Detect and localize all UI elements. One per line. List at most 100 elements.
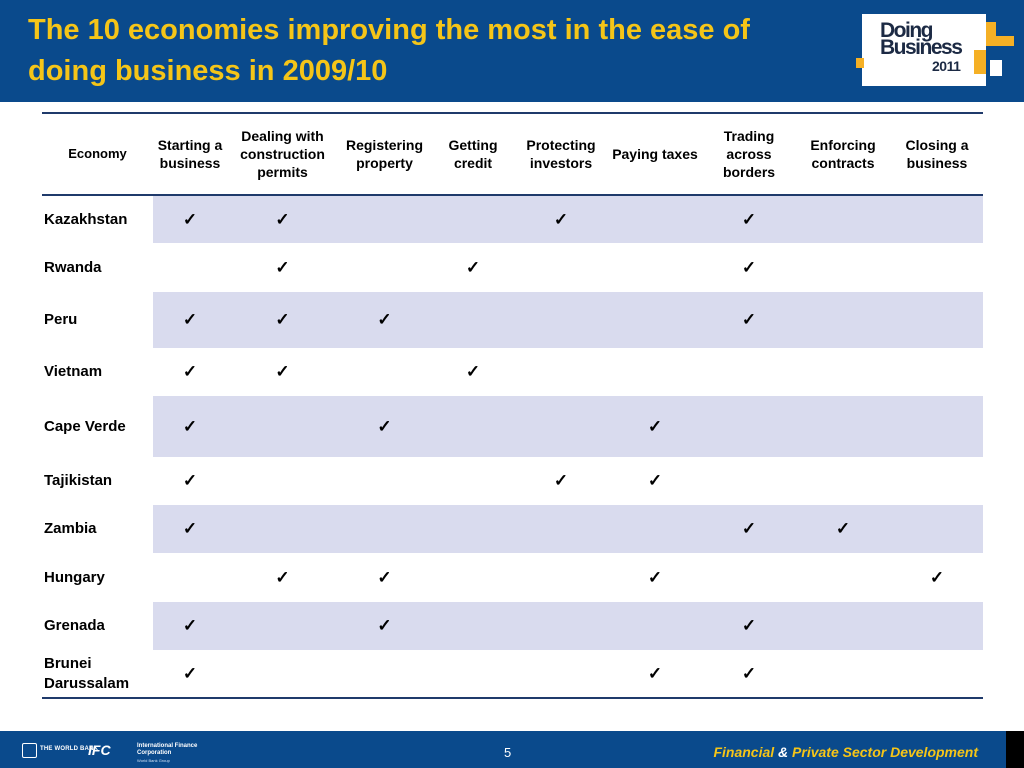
reform-cell <box>338 348 431 396</box>
checkmark-icon: ✓ <box>741 257 757 277</box>
reform-cell: ✓ <box>515 195 607 243</box>
checkmark-icon: ✓ <box>275 362 290 381</box>
column-header: Getting credit <box>431 113 515 196</box>
reform-cell <box>515 505 607 553</box>
logo-accent-bar <box>986 36 1014 46</box>
reform-cell <box>891 348 983 396</box>
checkmark-icon: ✓ <box>182 310 198 329</box>
economy-name: Kazakhstan <box>44 210 128 228</box>
reforms-table: Economy Starting a business Dealing with c… <box>42 112 983 699</box>
table-header-row: Economy Starting a business Dealing with c… <box>42 113 983 196</box>
reform-cell: ✓ <box>338 396 431 457</box>
logo-year: 2011 <box>932 58 961 74</box>
reform-cell <box>431 553 515 602</box>
reform-cell <box>227 396 338 457</box>
checkmark-icon: ✓ <box>465 362 481 381</box>
reform-cell: ✓ <box>891 553 983 602</box>
reform-cell <box>338 650 431 699</box>
economy-name: Tajikistan <box>44 472 113 489</box>
reform-cell: ✓ <box>607 650 703 699</box>
column-header: Trading across borders <box>703 113 795 196</box>
logo-accent-bar <box>856 58 864 68</box>
slide-title: The 10 economies improving the most in t… <box>28 14 750 87</box>
reform-cell <box>795 396 891 457</box>
column-header: Enforcing contracts <box>795 113 891 196</box>
ifc-name: International Finance Corporation <box>137 743 198 756</box>
economy-name: Vietnam <box>44 363 103 380</box>
reform-cell: ✓ <box>703 292 795 348</box>
checkmark-icon: ✓ <box>182 616 198 635</box>
reform-cell <box>515 396 607 457</box>
checkmark-icon: ✓ <box>647 663 663 683</box>
reform-cell: ✓ <box>227 292 338 348</box>
reform-cell <box>795 602 891 650</box>
checkmark-icon: ✓ <box>741 209 757 229</box>
checkmark-icon: ✓ <box>275 257 290 277</box>
checkmark-icon: ✓ <box>182 416 198 436</box>
reform-cell: ✓ <box>431 243 515 292</box>
checkmark-icon: ✓ <box>553 209 569 229</box>
reform-cell: ✓ <box>153 348 227 396</box>
reform-cell: ✓ <box>703 505 795 553</box>
reform-cell: ✓ <box>338 553 431 602</box>
table-row: Cape Verde ✓ ✓ ✓ <box>42 396 983 457</box>
ifc-logo: IFC <box>88 742 111 758</box>
reform-cell <box>431 457 515 505</box>
reform-cell <box>515 602 607 650</box>
reform-cell: ✓ <box>795 505 891 553</box>
reform-cell <box>338 457 431 505</box>
reform-cell <box>227 602 338 650</box>
reform-cell: ✓ <box>153 602 227 650</box>
logo-white-block <box>990 60 1002 76</box>
economy-name: Cape Verde <box>44 417 126 435</box>
checkmark-icon: ✓ <box>741 663 757 683</box>
column-header: Closing a business <box>891 113 983 196</box>
reform-cell: ✓ <box>227 195 338 243</box>
checkmark-icon: ✓ <box>182 519 198 538</box>
reform-cell <box>338 505 431 553</box>
reform-cell <box>891 650 983 699</box>
reform-cell <box>431 602 515 650</box>
reform-cell <box>153 243 227 292</box>
reform-cell <box>795 457 891 505</box>
reform-cell: ✓ <box>153 650 227 699</box>
reform-cell <box>227 457 338 505</box>
page-number: 5 <box>504 745 512 760</box>
checkmark-icon: ✓ <box>377 310 392 329</box>
reform-cell <box>227 650 338 699</box>
footer-edge-strip <box>1006 731 1024 768</box>
logo-background <box>862 14 986 86</box>
logo-accent-bar <box>986 22 996 44</box>
table-row: Grenada ✓ ✓ ✓ <box>42 602 983 650</box>
checkmark-icon: ✓ <box>741 519 757 538</box>
checkmark-icon: ✓ <box>553 471 569 490</box>
reform-cell <box>607 602 703 650</box>
reform-cell <box>703 396 795 457</box>
checkmark-icon: ✓ <box>182 663 198 683</box>
reform-cell: ✓ <box>227 243 338 292</box>
reform-cell: ✓ <box>153 457 227 505</box>
column-header-economy: Economy <box>42 113 153 196</box>
economy-name: Hungary <box>44 568 105 586</box>
reform-cell: ✓ <box>703 602 795 650</box>
reform-cell <box>795 243 891 292</box>
checkmark-icon: ✓ <box>377 616 392 635</box>
slide-header: The 10 economies improving the most in t… <box>0 0 1024 102</box>
slide-footer: THE WORLD BANK IFC International Finance… <box>0 731 1024 768</box>
reform-cell <box>795 195 891 243</box>
column-header: Paying taxes <box>607 113 703 196</box>
checkmark-icon: ✓ <box>275 567 290 587</box>
reform-cell <box>703 348 795 396</box>
reform-cell <box>795 292 891 348</box>
economy-name: Rwanda <box>44 258 102 276</box>
reform-cell <box>891 602 983 650</box>
checkmark-icon: ✓ <box>182 362 198 381</box>
reform-cell: ✓ <box>703 195 795 243</box>
reform-cell <box>891 243 983 292</box>
ifc-subtitle: World Bank Group <box>137 758 170 763</box>
reform-cell <box>795 553 891 602</box>
reform-cell: ✓ <box>515 457 607 505</box>
table-body: Kazakhstan ✓ ✓ ✓ ✓ Rwanda ✓ ✓ ✓ Peru ✓ ✓ ✓ ✓ Vietnam ✓ ✓… <box>42 195 983 699</box>
reform-cell: ✓ <box>153 505 227 553</box>
checkmark-icon: ✓ <box>741 310 757 329</box>
